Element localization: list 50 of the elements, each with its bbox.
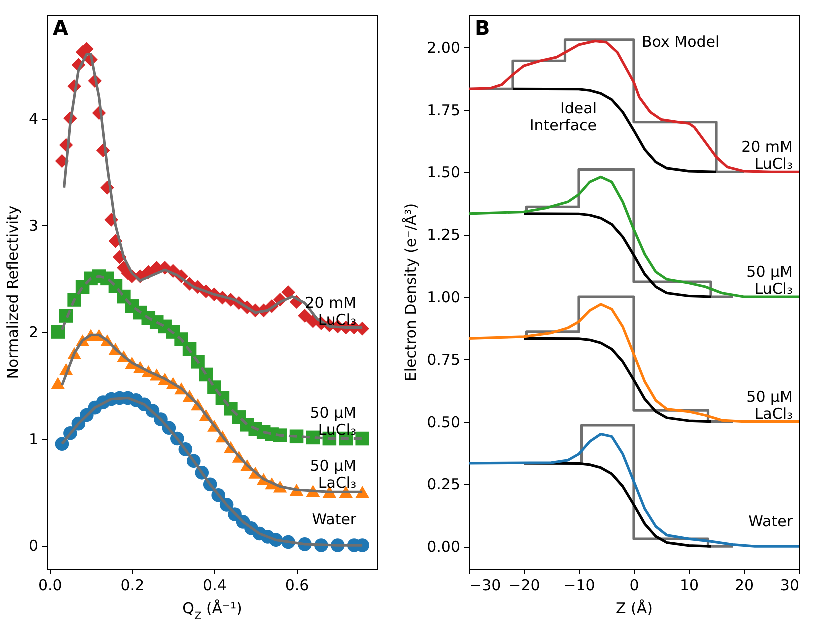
- series-label: Water: [312, 510, 358, 529]
- annotation: A: [53, 16, 69, 40]
- annotation: Ideal Interface: [530, 100, 597, 135]
- y-tick-label: 2.00: [427, 38, 460, 57]
- y-tick-label: 0: [28, 537, 38, 556]
- x-tick-label: 30: [780, 576, 800, 594]
- x-tick-label: 0.2: [120, 576, 145, 594]
- y-axis-title: Electron Density (e⁻/Å³): [402, 203, 420, 382]
- x-tick-label: 20: [734, 576, 754, 594]
- point: [298, 309, 312, 323]
- line-series: [468, 176, 800, 298]
- x-tick-label: 10: [680, 576, 700, 594]
- x-tick-label: 0: [630, 576, 640, 594]
- y-tick-label: 1.25: [427, 226, 460, 244]
- line-series: [468, 303, 800, 424]
- series-label: 50 μM LuCl₃: [746, 262, 793, 298]
- annotation: Box Model: [642, 32, 720, 51]
- y-tick-label: 1: [28, 430, 38, 448]
- x-tick-label: −10: [564, 576, 596, 594]
- x-tick-label: −30: [470, 576, 502, 594]
- y-tick-label: 0.75: [427, 350, 460, 369]
- point: [51, 325, 65, 339]
- y-tick-label: 2: [28, 324, 38, 342]
- x-tick-label: 0.0: [38, 576, 62, 594]
- y-tick-label: 1.00: [427, 288, 460, 306]
- y-tick-label: 0.25: [427, 476, 460, 494]
- series-label: 50 μM LaCl₃: [746, 388, 793, 423]
- y-axis-title: Normalized Reflectivity: [4, 206, 22, 380]
- y-tick-label: 0.00: [427, 538, 460, 556]
- x-axis-title: Q$_{Z}$ (Å⁻¹): [182, 600, 242, 622]
- point: [51, 377, 65, 390]
- x-axis-title: Z (Å): [616, 600, 654, 618]
- series-label: 20 mM LuCl₃: [742, 138, 793, 174]
- y-tick-label: 1.50: [427, 164, 460, 182]
- x-tick-label: 0.6: [285, 576, 310, 594]
- y-tick-label: 0.50: [427, 413, 460, 432]
- line-series: [468, 432, 800, 548]
- series-label: 50 μM LaCl₃: [310, 457, 357, 492]
- annotation: B: [475, 16, 490, 40]
- line-series: [512, 88, 718, 174]
- series-label: Water: [748, 512, 794, 531]
- point: [356, 432, 370, 446]
- y-tick-label: 1.75: [427, 101, 460, 120]
- x-tick-label: 0.4: [203, 576, 227, 594]
- y-tick-label: 4: [28, 110, 38, 128]
- point: [282, 286, 296, 300]
- y-tick-label: 3: [28, 216, 38, 235]
- line-series: [522, 212, 712, 298]
- x-tick-label: −20: [508, 576, 540, 594]
- line-series: [522, 337, 712, 424]
